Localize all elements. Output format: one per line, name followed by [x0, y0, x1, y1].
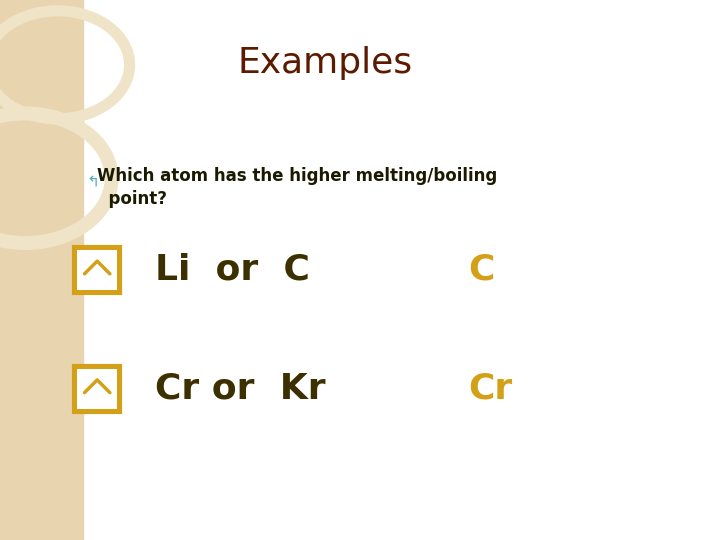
- Bar: [77, 369, 117, 409]
- Bar: [77, 250, 117, 290]
- Bar: [74, 366, 120, 412]
- Text: Which atom has the higher melting/boiling
  point?: Which atom has the higher melting/boilin…: [97, 167, 498, 207]
- Bar: [74, 247, 120, 293]
- Text: ↳: ↳: [81, 170, 94, 185]
- Text: Cr: Cr: [468, 372, 512, 406]
- Text: Cr or  Kr: Cr or Kr: [155, 372, 325, 406]
- Text: C: C: [468, 253, 495, 287]
- Bar: [0, 0, 83, 540]
- Text: Examples: Examples: [238, 46, 413, 80]
- Text: Li  or  C: Li or C: [155, 253, 310, 287]
